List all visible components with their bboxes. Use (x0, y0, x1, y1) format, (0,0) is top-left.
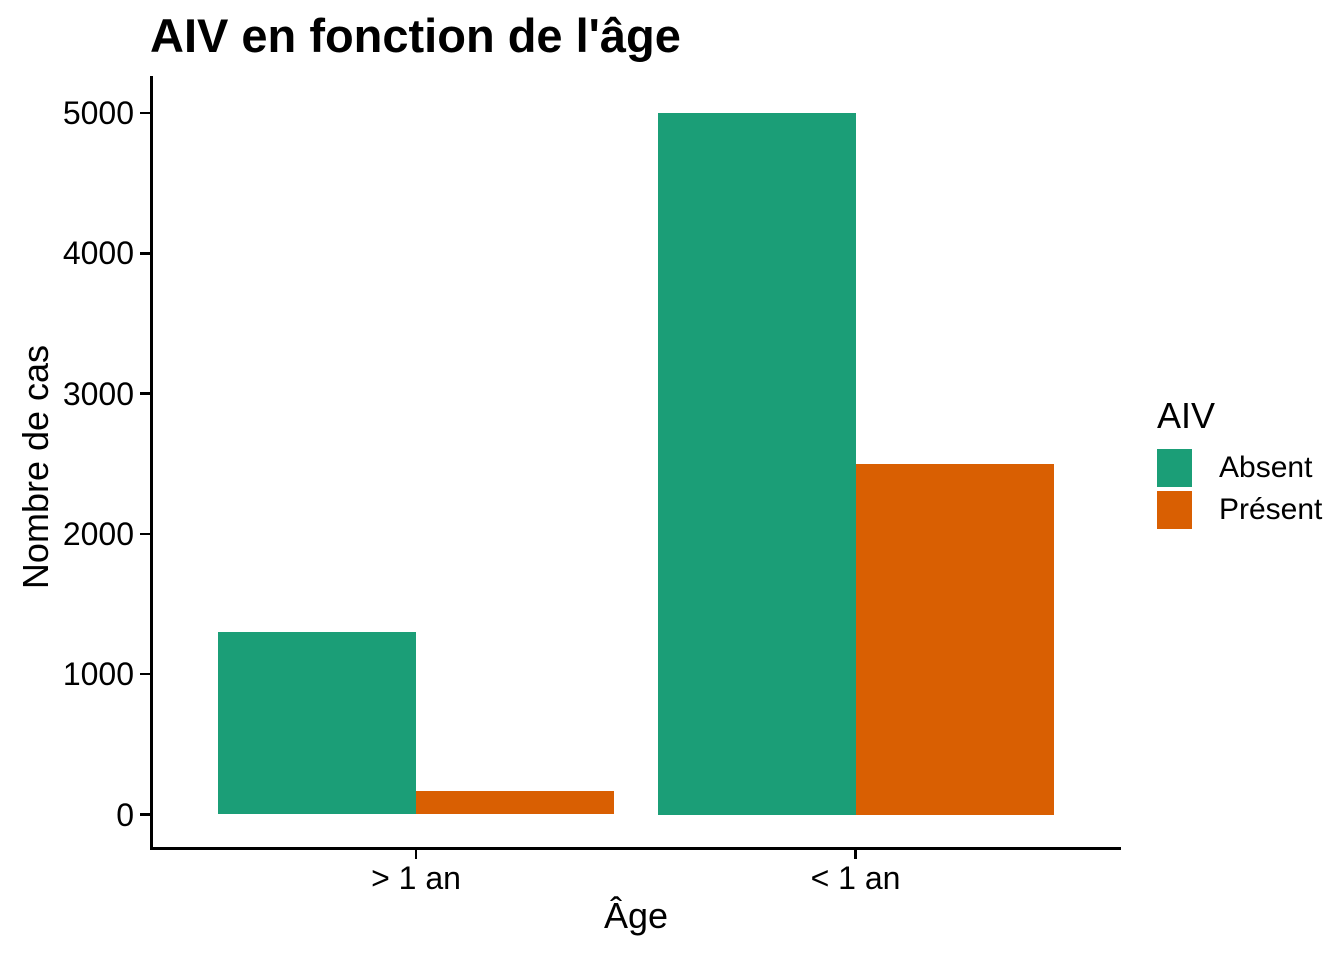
y-tick-mark (140, 252, 151, 255)
bar-1-an-pr-sent (855, 463, 1054, 815)
y-tick-label: 0 (116, 796, 134, 833)
y-tick-label: 2000 (62, 515, 134, 552)
x-tick-label: < 1 an (810, 860, 901, 896)
y-tick-label: 1000 (62, 656, 134, 693)
y-tick-mark (140, 672, 151, 676)
legend-label: Absent (1219, 451, 1313, 484)
legend-swatch-pr-sent (1157, 491, 1192, 529)
y-axis-line (150, 76, 153, 849)
x-axis-line (150, 847, 1121, 850)
y-tick-mark (140, 111, 151, 115)
x-tick-mark (854, 848, 857, 859)
legend-title: AIV (1157, 395, 1216, 436)
chart-title: AIV en fonction de l'âge (150, 9, 681, 62)
y-tick-mark (140, 532, 151, 536)
y-tick-mark (140, 813, 151, 816)
legend-label: Présent (1219, 493, 1323, 526)
legend: AIV Absent Présent (1157, 396, 1322, 533)
x-tick-mark (414, 848, 418, 859)
y-axis-title: Nombre de cas (15, 344, 56, 590)
bar-1-an-absent (218, 632, 416, 815)
x-axis-title: Âge (603, 895, 669, 936)
y-tick-label: 5000 (62, 95, 134, 131)
legend-entry-absent: Absent (1157, 449, 1322, 487)
x-tick-label: > 1 an (371, 860, 461, 896)
y-tick-mark (140, 392, 151, 395)
bar-1-an-absent (657, 113, 856, 815)
y-tick-label: 3000 (62, 375, 134, 412)
legend-entry-pr-sent: Présent (1157, 491, 1322, 529)
legend-entries: Absent Présent (1157, 449, 1322, 529)
legend-swatch-absent (1157, 449, 1192, 487)
y-tick-label: 4000 (62, 235, 134, 272)
bar-1-an-pr-sent (416, 790, 614, 815)
